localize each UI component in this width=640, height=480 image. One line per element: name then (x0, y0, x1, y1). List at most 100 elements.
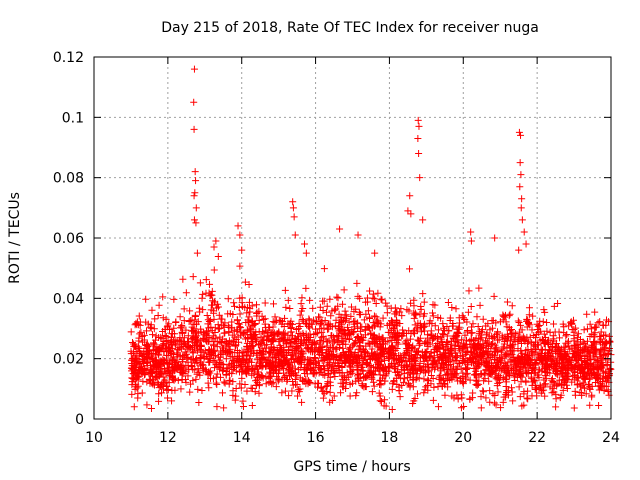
data-point (554, 299, 562, 307)
data-point (531, 377, 539, 385)
data-point (528, 367, 536, 375)
data-point (522, 366, 530, 374)
data-point (430, 383, 438, 391)
data-point (517, 347, 525, 355)
data-point (429, 334, 437, 342)
data-point (581, 352, 589, 360)
data-point (534, 325, 542, 333)
data-point (328, 366, 336, 374)
data-point (606, 364, 614, 372)
data-point (153, 347, 161, 355)
data-point (515, 318, 523, 326)
data-point (438, 382, 446, 390)
data-point (568, 354, 576, 362)
data-point (580, 326, 588, 334)
data-point (514, 317, 522, 325)
data-point (331, 306, 339, 314)
data-point (198, 294, 206, 302)
data-point (155, 384, 163, 392)
data-point (571, 387, 579, 395)
data-point (467, 348, 475, 356)
data-point (192, 355, 200, 363)
data-point (499, 398, 507, 406)
data-point (524, 346, 532, 354)
data-point (369, 378, 377, 386)
data-point (482, 322, 490, 330)
data-point (407, 356, 415, 364)
data-point (210, 243, 218, 251)
data-point (550, 302, 558, 310)
data-point (133, 384, 141, 392)
data-point (128, 364, 136, 372)
data-point (214, 303, 222, 311)
data-point (242, 369, 250, 377)
chart-title: Day 215 of 2018, Rate Of TEC Index for r… (161, 20, 539, 36)
data-point (234, 326, 242, 334)
data-point (247, 384, 255, 392)
data-point (275, 316, 283, 324)
data-point (320, 265, 328, 273)
data-point (316, 325, 324, 333)
data-point (442, 375, 450, 383)
data-point (487, 363, 495, 371)
data-point (453, 357, 461, 365)
data-point (559, 386, 567, 394)
data-point (523, 333, 531, 341)
data-point (383, 309, 391, 317)
data-point (294, 392, 302, 400)
data-point (191, 189, 199, 197)
data-point (399, 326, 407, 334)
data-point (132, 382, 140, 390)
data-point (473, 360, 481, 368)
data-point (200, 335, 208, 343)
data-point (557, 356, 565, 364)
data-point (467, 303, 475, 311)
data-point (597, 361, 605, 369)
data-point (406, 265, 414, 273)
data-point (217, 339, 225, 347)
data-point (366, 340, 374, 348)
data-point (160, 373, 168, 381)
data-point (314, 313, 322, 321)
data-point (388, 332, 396, 340)
data-point (338, 359, 346, 367)
data-point (265, 335, 273, 343)
data-point (143, 327, 151, 335)
data-point (165, 320, 173, 328)
data-point (454, 338, 462, 346)
data-point (210, 340, 218, 348)
data-point (220, 365, 228, 373)
data-point (376, 337, 384, 345)
data-point (605, 370, 613, 378)
data-point (371, 367, 379, 375)
data-point (350, 340, 358, 348)
data-point (352, 305, 360, 313)
data-point (156, 372, 164, 380)
data-point (475, 341, 483, 349)
data-point (140, 331, 148, 339)
data-point (410, 364, 418, 372)
data-point (466, 354, 474, 362)
data-point (305, 315, 313, 323)
data-point (215, 359, 223, 367)
data-point (552, 403, 560, 411)
data-point (497, 404, 505, 412)
data-point (409, 376, 417, 384)
data-point (280, 358, 288, 366)
data-point (190, 216, 198, 224)
data-point (603, 316, 611, 324)
data-point (187, 361, 195, 369)
data-point (402, 348, 410, 356)
data-point (466, 376, 474, 384)
data-point (151, 315, 159, 323)
data-point (130, 342, 138, 350)
data-point (270, 346, 278, 354)
data-point (257, 333, 265, 341)
data-point (255, 316, 263, 324)
data-point (517, 171, 525, 179)
data-point (570, 404, 578, 412)
data-point (265, 361, 273, 369)
data-point (505, 333, 513, 341)
data-point (589, 369, 597, 377)
data-point (559, 320, 567, 328)
